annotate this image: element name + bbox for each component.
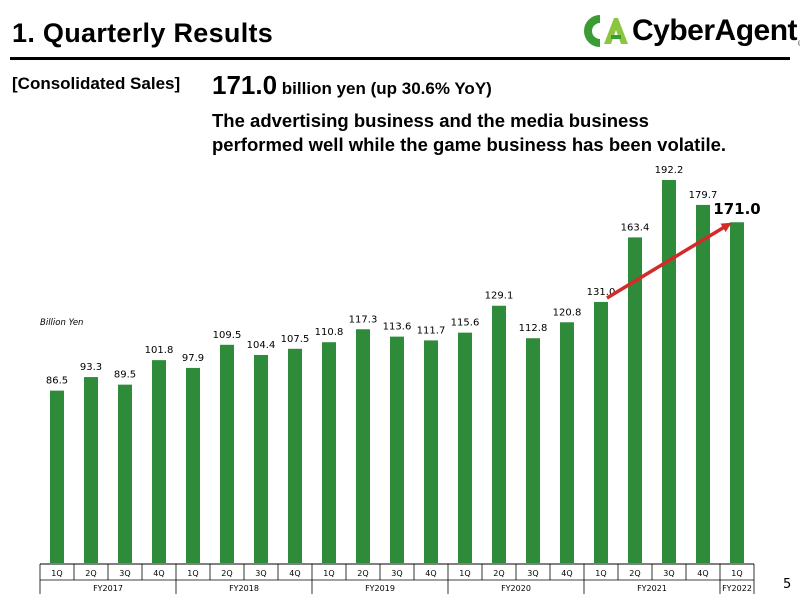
title-divider bbox=[10, 57, 790, 60]
data-label: 104.4 bbox=[247, 340, 276, 351]
data-label: 93.3 bbox=[80, 362, 102, 373]
bar bbox=[322, 342, 336, 563]
data-label: 111.7 bbox=[417, 325, 446, 336]
sales-headline: 171.0 billion yen (up 30.6% YoY) bbox=[212, 70, 492, 101]
data-label: 120.8 bbox=[553, 307, 582, 318]
tick-label: 1Q bbox=[595, 569, 606, 578]
sales-suffix: billion yen (up 30.6% YoY) bbox=[277, 79, 492, 98]
data-label: 86.5 bbox=[46, 376, 68, 387]
tick-label: 2Q bbox=[85, 569, 96, 578]
data-label: 112.8 bbox=[519, 323, 548, 334]
growth-arrow bbox=[606, 222, 732, 300]
data-label: 115.6 bbox=[451, 318, 480, 329]
tick-label: 4Q bbox=[425, 569, 436, 578]
data-label: 107.5 bbox=[281, 334, 310, 345]
data-label: 117.3 bbox=[349, 314, 378, 325]
bar bbox=[84, 377, 98, 563]
tick-label: 1Q bbox=[459, 569, 470, 578]
year-label: FY2019 bbox=[365, 584, 395, 593]
bar bbox=[254, 354, 268, 563]
bar bbox=[696, 204, 710, 564]
tick-label: 1Q bbox=[731, 569, 742, 578]
bar bbox=[730, 222, 744, 563]
tick-label: 3Q bbox=[255, 569, 266, 578]
bar bbox=[118, 384, 132, 563]
bar bbox=[560, 322, 574, 563]
data-label: 163.4 bbox=[621, 222, 650, 233]
bar bbox=[594, 301, 608, 563]
bar bbox=[458, 332, 472, 563]
tick-label: 3Q bbox=[119, 569, 130, 578]
data-label: 179.7 bbox=[689, 190, 718, 201]
year-label: FY2018 bbox=[229, 584, 259, 593]
tick-label: 2Q bbox=[493, 569, 504, 578]
data-label: 113.6 bbox=[383, 322, 412, 333]
data-label: 192.2 bbox=[655, 165, 684, 176]
tick-label: 3Q bbox=[527, 569, 538, 578]
tick-label: 2Q bbox=[221, 569, 232, 578]
bar bbox=[492, 305, 506, 563]
unit-label: Billion Yen bbox=[40, 318, 84, 328]
data-label: 110.8 bbox=[315, 327, 344, 338]
logo-wordmark: CyberAgent® bbox=[632, 14, 800, 48]
tick-label: 4Q bbox=[561, 569, 572, 578]
sales-value: 171.0 bbox=[212, 70, 278, 100]
bar bbox=[50, 390, 64, 563]
bar bbox=[390, 336, 404, 563]
ca-logo-icon bbox=[584, 15, 628, 47]
year-label: FY2017 bbox=[93, 584, 123, 593]
bar bbox=[288, 348, 302, 563]
tick-label: 3Q bbox=[663, 569, 674, 578]
bar bbox=[628, 237, 642, 564]
year-label: FY2022 bbox=[722, 584, 752, 593]
tick-label: 4Q bbox=[697, 569, 708, 578]
tick-label: 1Q bbox=[51, 569, 62, 578]
cyberagent-logo: CyberAgent® bbox=[578, 12, 800, 50]
year-label: FY2021 bbox=[637, 584, 667, 593]
bar bbox=[424, 340, 438, 563]
bar bbox=[356, 329, 370, 563]
tick-label: 2Q bbox=[357, 569, 368, 578]
page-title: 1. Quarterly Results bbox=[12, 18, 274, 48]
tick-label: 1Q bbox=[187, 569, 198, 578]
description-line-1: The advertising business and the media b… bbox=[212, 110, 649, 131]
data-label: 89.5 bbox=[114, 370, 136, 381]
data-label: 101.8 bbox=[145, 345, 174, 356]
tick-label: 1Q bbox=[323, 569, 334, 578]
data-label: 109.5 bbox=[213, 330, 242, 341]
tick-label: 2Q bbox=[629, 569, 640, 578]
bar bbox=[186, 367, 200, 563]
sales-description: The advertising business and the media b… bbox=[212, 109, 792, 157]
highlight-data-label: 171.0 bbox=[713, 200, 760, 218]
bar bbox=[526, 338, 540, 563]
page-number: 5 bbox=[783, 577, 792, 592]
tick-label: 3Q bbox=[391, 569, 402, 578]
tick-label: 4Q bbox=[289, 569, 300, 578]
tick-label: 4Q bbox=[153, 569, 164, 578]
bar bbox=[152, 360, 166, 563]
data-label: 97.9 bbox=[182, 353, 204, 364]
section-label: [Consolidated Sales] bbox=[12, 74, 181, 93]
bar bbox=[220, 344, 234, 563]
bar bbox=[662, 180, 676, 563]
data-label: 129.1 bbox=[485, 291, 514, 302]
description-line-2: performed well while the game business h… bbox=[212, 134, 727, 155]
data-label: 131.0 bbox=[587, 287, 616, 298]
year-label: FY2020 bbox=[501, 584, 531, 593]
